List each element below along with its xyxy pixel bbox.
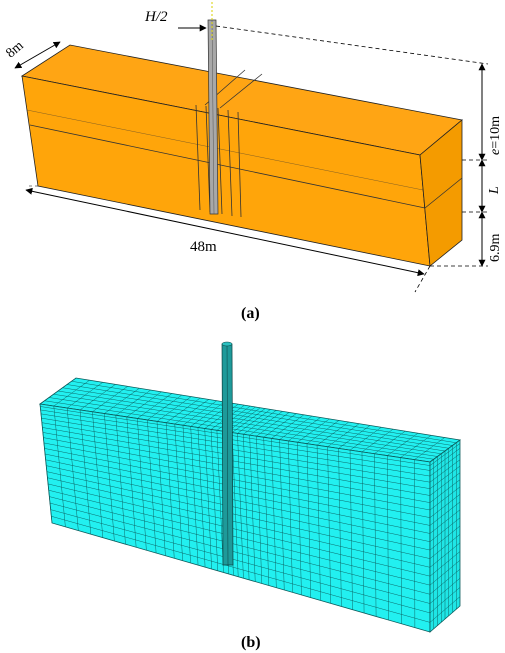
- mesh-line: [429, 465, 461, 489]
- mesh-line: [429, 596, 461, 623]
- pile: [207, 19, 219, 215]
- mesh-line: [57, 390, 446, 452]
- mesh-line: [46, 465, 431, 551]
- mesh-line: [49, 496, 431, 595]
- mesh-line: [45, 459, 431, 542]
- mesh-line: [429, 509, 461, 534]
- mesh-line: [48, 489, 431, 586]
- mesh-line: [40, 413, 431, 477]
- block-side-face: [419, 119, 463, 267]
- mesh-line: [429, 534, 461, 559]
- mesh-line: [71, 381, 457, 443]
- mesh-line: [429, 479, 461, 503]
- mesh-line: [42, 427, 431, 496]
- label-pile-L: L: [487, 186, 502, 195]
- mesh-line: [429, 448, 461, 471]
- mesh-line: [44, 448, 431, 526]
- mesh-line: [429, 494, 461, 518]
- mesh-line: [429, 486, 461, 511]
- mesh-line: [53, 394, 442, 454]
- mesh-line: [44, 400, 434, 460]
- mesh-line: [42, 432, 431, 503]
- mesh-line: [43, 437, 431, 511]
- mesh-line: [429, 459, 461, 483]
- mesh-lines: [39, 377, 461, 629]
- mesh-line: [47, 477, 431, 568]
- mesh-line: [429, 453, 461, 477]
- mesh-line: [40, 409, 431, 471]
- mesh-line: [429, 551, 461, 577]
- mesh-pile: [221, 341, 234, 566]
- mesh-line: [429, 472, 461, 496]
- label-bottom: 6.9m: [488, 234, 503, 263]
- mesh-line: [429, 501, 461, 526]
- panel-b: (b): [38, 341, 462, 651]
- label-pile-head: H/2: [144, 9, 168, 25]
- mesh-line: [44, 453, 431, 534]
- mesh-line: [429, 569, 461, 595]
- mesh-line: [429, 560, 461, 586]
- mesh-line: [40, 406, 431, 466]
- mesh-line: [429, 542, 461, 568]
- mesh-line: [66, 384, 453, 446]
- label-embed: e=10m: [488, 116, 503, 155]
- mesh-line: [51, 516, 431, 623]
- mesh-line: [62, 387, 449, 449]
- mesh-line: [41, 422, 431, 489]
- caption-a: (a): [241, 305, 260, 322]
- mesh-line: [429, 578, 461, 604]
- caption-b: (b): [241, 634, 261, 651]
- mesh-line: [429, 587, 461, 614]
- label-width: 8m: [3, 38, 26, 61]
- panel-a: H/2 8m e=10m L 6.9m 48m (a): [3, 2, 503, 322]
- mesh-line: [429, 443, 461, 466]
- mesh-line: [48, 397, 438, 457]
- mesh-line: [48, 483, 431, 577]
- mesh-line: [41, 417, 431, 483]
- label-length: 48m: [190, 239, 217, 255]
- mesh-line: [429, 525, 461, 551]
- mesh-line: [49, 502, 431, 604]
- mesh-line: [43, 442, 431, 518]
- mesh-line: [50, 509, 431, 614]
- mesh-line: [46, 471, 431, 559]
- mesh-line: [429, 517, 461, 542]
